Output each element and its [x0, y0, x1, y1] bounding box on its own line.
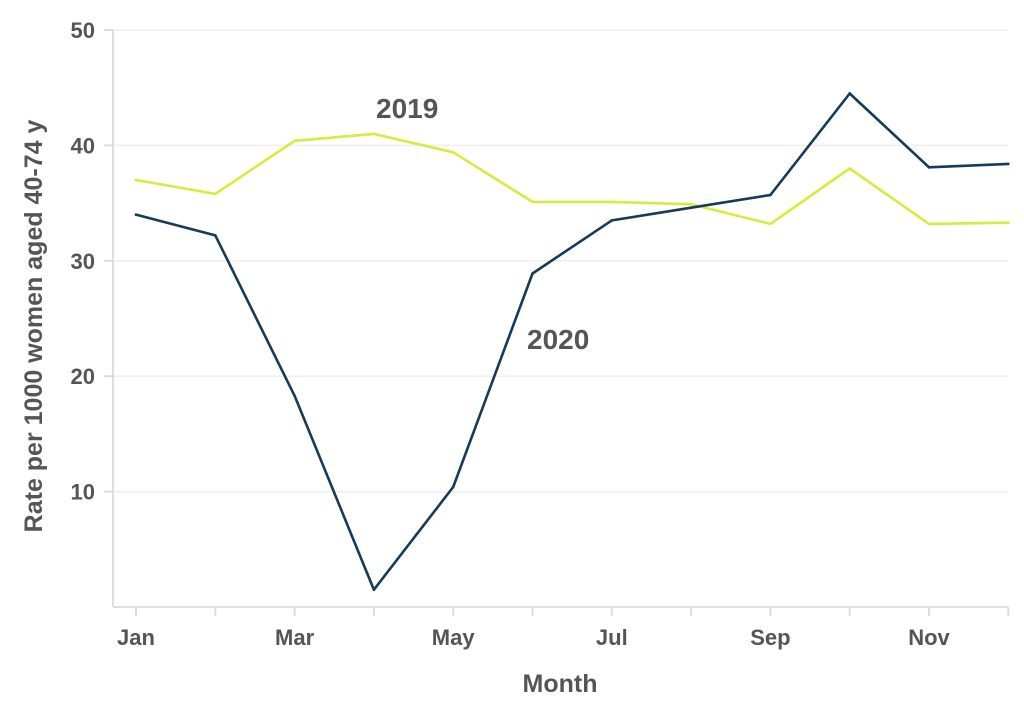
data-point-2019 — [927, 222, 931, 226]
x-tick-label: May — [432, 625, 476, 650]
data-point-2020 — [372, 588, 376, 591]
series-label-2019: 2019 — [376, 93, 438, 124]
y-tick-label: 40 — [71, 133, 95, 158]
data-point-2019 — [689, 202, 693, 206]
y-axis-title: Rate per 1000 women aged 40-74 y — [20, 120, 48, 533]
data-point-2020 — [134, 213, 138, 216]
data-point-2019 — [134, 178, 138, 182]
data-point-2019 — [1007, 221, 1010, 225]
data-point-2019 — [372, 132, 376, 136]
axis-ticks: 10 20 30 40 50 Jan Mar May Jul Sep Nov — [71, 18, 1010, 650]
data-point-2019 — [848, 167, 851, 170]
x-tick-label: Nov — [908, 625, 950, 650]
series-label-2020: 2020 — [527, 324, 589, 355]
data-point-2019 — [769, 222, 772, 226]
data-point-2020 — [214, 234, 217, 237]
data-point-2020 — [531, 272, 534, 275]
data-point-2020 — [848, 92, 851, 95]
data-point-2019 — [293, 139, 296, 143]
x-tick-label: Mar — [275, 625, 315, 650]
x-tick-label: Jan — [117, 625, 155, 650]
data-point-2020 — [610, 219, 614, 222]
data-point-2019 — [214, 192, 217, 196]
y-tick-label: 10 — [71, 480, 95, 505]
series-line-2019 — [134, 132, 1010, 226]
data-point-2019 — [531, 200, 534, 204]
series-line-2020 — [134, 92, 1010, 592]
data-point-2019 — [451, 151, 455, 154]
data-point-2020 — [927, 166, 931, 169]
x-tick-label: Jul — [596, 625, 628, 650]
series-lines — [134, 92, 1010, 592]
x-tick-label: Sep — [750, 625, 790, 650]
data-point-2020 — [1007, 162, 1010, 166]
data-point-2020 — [451, 485, 455, 489]
data-point-2020 — [293, 394, 296, 398]
data-point-2020 — [769, 193, 772, 197]
y-tick-label: 30 — [71, 249, 95, 274]
gridlines — [113, 29, 1008, 493]
y-tick-label: 20 — [71, 364, 95, 389]
data-point-2019 — [610, 200, 614, 204]
y-tick-label: 50 — [71, 18, 95, 43]
x-axis-title: Month — [523, 670, 598, 698]
data-point-2020 — [689, 206, 693, 210]
